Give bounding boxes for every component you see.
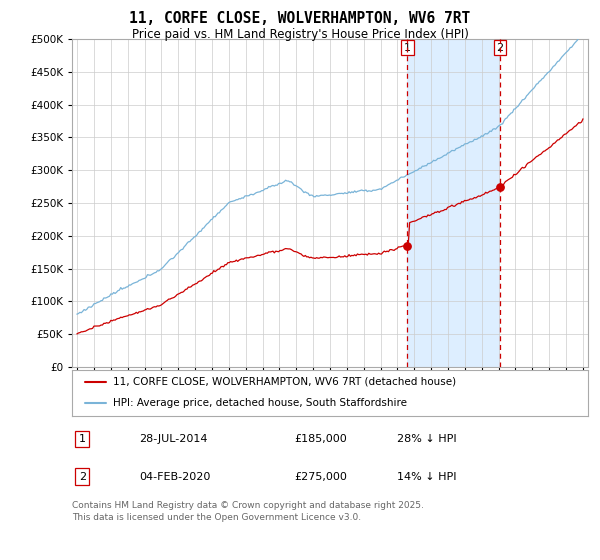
Text: £275,000: £275,000 [294, 472, 347, 482]
Text: 14% ↓ HPI: 14% ↓ HPI [397, 472, 457, 482]
Text: 11, CORFE CLOSE, WOLVERHAMPTON, WV6 7RT: 11, CORFE CLOSE, WOLVERHAMPTON, WV6 7RT [130, 11, 470, 26]
Point [495, 182, 505, 191]
Text: 2: 2 [496, 43, 503, 53]
Text: 1: 1 [404, 43, 411, 53]
Text: 28-JUL-2014: 28-JUL-2014 [139, 434, 208, 444]
Text: 2: 2 [79, 472, 86, 482]
Bar [407, 39, 500, 367]
Text: 28% ↓ HPI: 28% ↓ HPI [397, 434, 457, 444]
Text: 1: 1 [79, 434, 86, 444]
Text: Contains HM Land Registry data © Crown copyright and database right 2025.
This d: Contains HM Land Registry data © Crown c… [72, 501, 424, 522]
Text: £185,000: £185,000 [294, 434, 347, 444]
Point [403, 241, 412, 250]
Text: 04-FEB-2020: 04-FEB-2020 [139, 472, 211, 482]
Text: 11, CORFE CLOSE, WOLVERHAMPTON, WV6 7RT (detached house): 11, CORFE CLOSE, WOLVERHAMPTON, WV6 7RT … [113, 377, 457, 387]
Text: HPI: Average price, detached house, South Staffordshire: HPI: Average price, detached house, Sout… [113, 398, 407, 408]
Text: Price paid vs. HM Land Registry's House Price Index (HPI): Price paid vs. HM Land Registry's House … [131, 28, 469, 41]
